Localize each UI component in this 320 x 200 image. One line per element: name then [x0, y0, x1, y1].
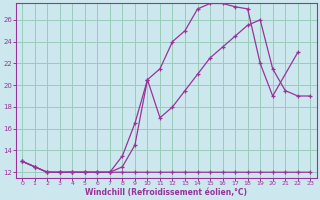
X-axis label: Windchill (Refroidissement éolien,°C): Windchill (Refroidissement éolien,°C)	[85, 188, 247, 197]
